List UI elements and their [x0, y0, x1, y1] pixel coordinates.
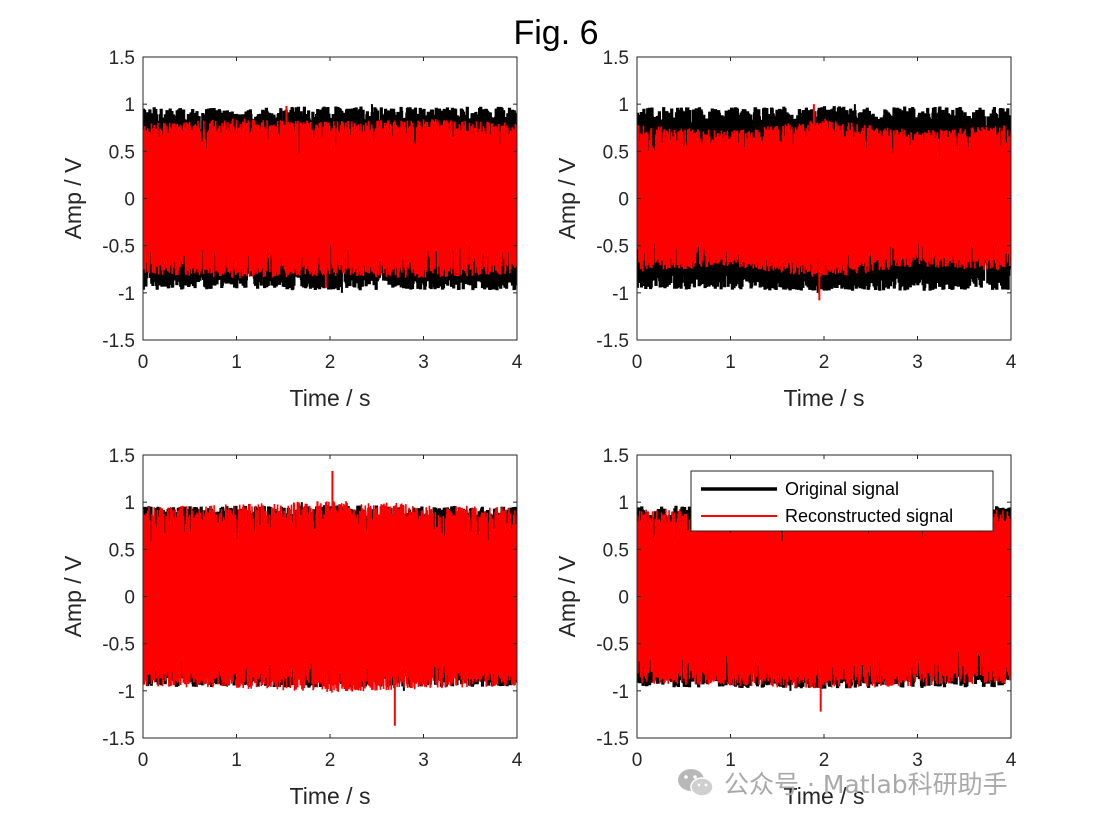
x-tick-label: 2	[819, 352, 830, 373]
x-axis-label: Time / s	[290, 385, 371, 411]
y-axis-label: Amp / V	[554, 555, 580, 637]
y-axis-label: Amp / V	[60, 157, 86, 239]
x-tick-label: 1	[231, 352, 242, 373]
y-tick-label: 1	[124, 493, 135, 514]
x-tick-label: 0	[632, 750, 643, 771]
y-tick-label: 0.5	[109, 142, 135, 163]
y-tick-label: -1	[118, 682, 135, 703]
y-tick-label: 0	[124, 588, 135, 609]
wechat-icon	[678, 769, 714, 797]
legend: Original signal Reconstructed signal	[690, 470, 994, 532]
x-tick-label: 2	[325, 750, 336, 771]
y-tick-label: 0	[618, 190, 629, 211]
y-tick-label: -0.5	[596, 237, 629, 258]
y-tick-label: 1	[618, 493, 629, 514]
y-tick-label: 1.5	[603, 446, 629, 467]
x-tick-label: 3	[912, 750, 923, 771]
y-tick-label: 0	[124, 190, 135, 211]
x-axis-label: Time / s	[290, 783, 371, 809]
y-tick-label: -1.5	[596, 331, 629, 352]
x-tick-label: 2	[819, 750, 830, 771]
x-tick-label: 1	[231, 750, 242, 771]
y-tick-label: -0.5	[102, 237, 135, 258]
x-tick-label: 3	[418, 750, 429, 771]
y-tick-label: -1	[118, 284, 135, 305]
y-tick-label: 0.5	[603, 540, 629, 561]
x-tick-label: 2	[325, 352, 336, 373]
y-axis-label: Amp / V	[554, 157, 580, 239]
subplot-3: 0 1 2 3 4 1.5 1 0.5 0 -0.5 -1 -1.5 Time / s Amp / V	[60, 446, 523, 809]
y-tick-label: 1	[618, 95, 629, 116]
watermark: 公众号 · Matlab科研助手	[676, 764, 1008, 802]
y-tick-label: 0	[618, 588, 629, 609]
y-tick-label: -1.5	[102, 331, 135, 352]
series-line-2	[637, 504, 1011, 689]
y-tick-label: 1.5	[603, 48, 629, 69]
x-tick-label: 4	[1006, 352, 1017, 373]
y-tick-label: 1.5	[109, 48, 135, 69]
legend-entry-1: Original signal	[785, 479, 899, 499]
y-tick-label: -1.5	[102, 729, 135, 750]
series-line-2	[637, 118, 1011, 277]
subplot-4: 0 1 2 3 4 1.5 1 0.5 0 -0.5 -1 -1.5 Time / s Amp / V Or…	[554, 446, 1017, 809]
x-tick-label: 0	[632, 352, 643, 373]
y-axis-label: Amp / V	[60, 555, 86, 637]
x-axis-label: Time / s	[784, 385, 865, 411]
y-tick-label: 1.5	[109, 446, 135, 467]
legend-entry-2: Reconstructed signal	[785, 506, 953, 526]
figure-title: Fig. 6	[513, 14, 599, 52]
x-tick-label: 0	[138, 750, 149, 771]
legend-box	[690, 470, 994, 532]
y-tick-label: -0.5	[102, 635, 135, 656]
watermark-text: 公众号 · Matlab科研助手	[724, 770, 1008, 799]
x-tick-label: 0	[138, 352, 149, 373]
x-tick-label: 3	[912, 352, 923, 373]
x-tick-label: 4	[1006, 750, 1017, 771]
x-tick-label: 1	[725, 750, 736, 771]
y-tick-label: 1	[124, 95, 135, 116]
x-axis-label: Time / s	[784, 783, 865, 809]
series-line-2	[143, 501, 517, 693]
y-tick-label: -0.5	[596, 635, 629, 656]
subplot-1: 0 1 2 3 4 1.5 1 0.5 0 -0.5 -1 -1.5 Time / s Amp / V	[60, 48, 523, 411]
x-tick-label: 3	[418, 352, 429, 373]
x-tick-label: 1	[725, 352, 736, 373]
y-tick-label: -1	[612, 682, 629, 703]
y-tick-label: 0.5	[109, 540, 135, 561]
subplot-2: 0 1 2 3 4 1.5 1 0.5 0 -0.5 -1 -1.5 Time / s Amp / V	[554, 48, 1017, 411]
y-tick-label: 0.5	[603, 142, 629, 163]
x-tick-label: 4	[512, 750, 523, 771]
x-tick-label: 4	[512, 352, 523, 373]
y-tick-label: -1	[612, 284, 629, 305]
series-line-2	[143, 118, 517, 279]
y-tick-label: -1.5	[596, 729, 629, 750]
